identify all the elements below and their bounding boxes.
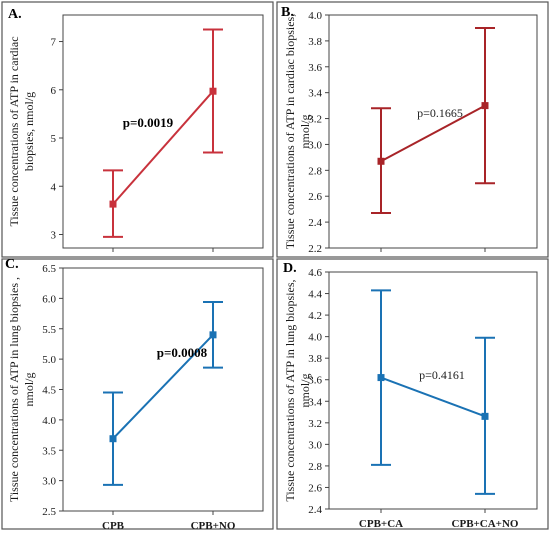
y-axis-label-line: biopsies, nmol/g [22,92,36,171]
y-axis-label-line: Tissue concentrations of ATP in lung bio… [7,277,21,502]
y-tick-label: 3.0 [308,439,322,451]
panel-d: D. 2.4 2.6 2.8 3.0 3.2 3.4 3.6 3.8 4.0 4.2 4.4 4.6 CP… [276,258,549,530]
y-tick-label: 6.0 [42,293,56,305]
y-tick-label: 5.5 [42,324,56,336]
panel-frame [1,258,274,530]
y-tick-label: 3.6 [308,375,322,387]
y-tick-label: 2.8 [308,461,322,473]
series-line [112,334,214,440]
x-category-label: CPB+CA+NO [452,518,519,530]
plot-area [328,14,538,249]
y-tick-label: 4.4 [308,289,322,301]
y-tick-label: 3 [51,229,57,241]
y-axis-label-line: nmol/g [298,114,312,148]
y-axis-label: Tissue concentrations of ATP in lung bio… [283,279,312,501]
data-point [377,157,385,165]
y-tick-label: 2.8 [308,165,322,177]
y-tick-label: 2.6 [308,191,322,203]
x-category-label: CPB [102,520,125,530]
y-tick-label: 3.2 [308,114,322,126]
data-point [109,200,117,208]
y-tick-label: 4.5 [42,385,56,397]
p-value-annotation: p=0.0008 [157,345,208,360]
y-tick-label: 3.8 [308,36,322,48]
series-line [112,90,214,205]
y-tick-label: 4.2 [308,310,322,322]
y-tick-label: 3.8 [308,353,322,365]
y-tick-label: 3.5 [42,445,56,457]
panel-letter: C. [5,257,19,272]
y-tick-label: 3.2 [308,418,322,430]
y-axis-label-line: nmol/g [22,372,36,406]
y-tick-label: 2.6 [308,482,322,494]
y-tick-label: 2.2 [308,243,322,255]
series-line [380,104,486,163]
y-tick-label: 5.0 [42,354,56,366]
y-tick-label: 5 [51,133,57,145]
y-tick-label: 6.5 [42,263,56,275]
data-point [481,102,489,110]
y-tick-label: 6 [51,85,57,97]
y-tick-label: 3.0 [42,476,56,488]
y-axis-label: Tissue concentrations of ATP in lung bio… [7,277,36,502]
y-tick-label: 4 [51,181,57,193]
y-axis-label-line: Tissue concentrations of ATP in lung bio… [283,279,297,501]
p-value-annotation: p=0.1665 [417,106,463,120]
y-axis-label-line: Tissue concentrations of ATP in cardiac [7,36,21,226]
y-tick-label: 3.0 [308,139,322,151]
panel-frame [276,258,549,530]
x-category-label: CPB+CA [359,518,403,530]
y-tick-label: 3.6 [308,62,322,74]
x-category-label: CPB+NO [191,520,236,530]
series-line [380,376,486,418]
y-tick-label: 4.0 [308,332,322,344]
panel-letter: A. [8,7,22,22]
y-tick-label: 3.4 [308,88,322,100]
panel-frame [1,1,274,258]
y-tick-label: 2.5 [42,506,56,518]
data-point [209,87,217,95]
data-point [109,435,117,443]
panel-letter: D. [283,261,297,276]
panel-letter: B. [281,5,294,20]
p-value-annotation: p=0.4161 [419,368,465,382]
plot-area [328,271,538,510]
panel-b: B.2.22.42.62.83.03.23.43.63.84.0CPB+CACP… [276,1,549,269]
p-value-annotation: p=0.0019 [123,115,174,130]
data-point [209,331,217,339]
y-tick-label: 4.0 [308,10,322,22]
y-tick-label: 4.6 [308,267,322,279]
y-tick-label: 2.4 [308,217,322,229]
y-axis-label-line: nmol/g [298,373,312,407]
y-tick-label: 4.0 [42,415,56,427]
plot-area [62,14,264,249]
panel-frame [276,1,549,258]
y-axis-label: Tissue concentrations of ATP in cardiac … [283,14,312,249]
panel-c: C. 2.5 3.0 3.5 4.0 4.5 5.0 5.5 6.0 6.5 CPB CPB+NO Ti… [1,257,274,532]
y-tick-label: 7 [51,37,57,49]
y-tick-label: 3.4 [308,396,322,408]
y-axis-label-line: Tissue concentrations of ATP in cardiac … [283,14,297,249]
data-point [377,374,385,382]
y-tick-label: 2.4 [308,504,322,516]
data-point [481,412,489,420]
y-axis-label: Tissue concentrations of ATP in cardiacb… [7,36,36,226]
